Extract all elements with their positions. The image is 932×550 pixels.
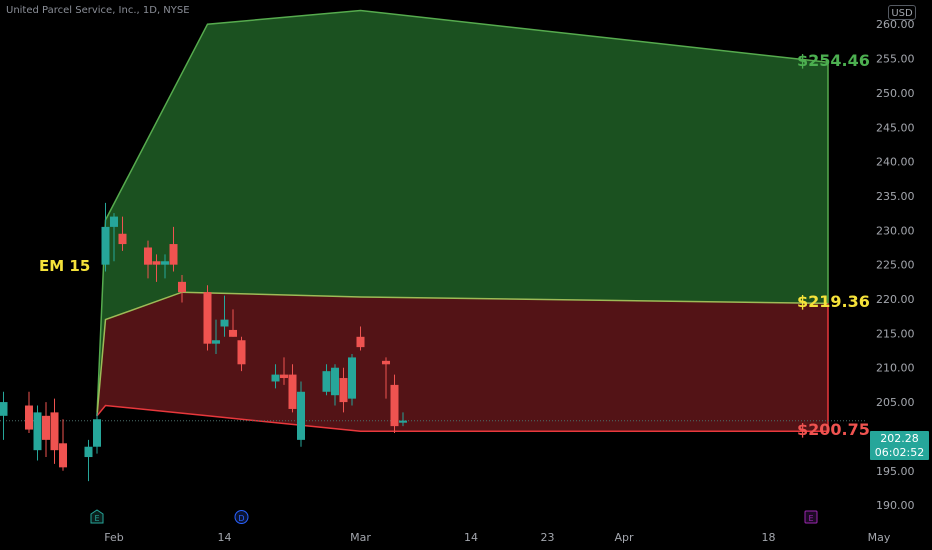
candle-body bbox=[50, 412, 59, 451]
time-tick-label: Feb bbox=[104, 531, 123, 544]
candle-body bbox=[271, 374, 280, 382]
earnings-marker bbox=[804, 510, 818, 524]
price-tick-label: 230.00 bbox=[876, 224, 915, 237]
candle-body bbox=[0, 402, 8, 416]
price-tick-label: 210.00 bbox=[876, 362, 915, 375]
candle-body bbox=[118, 233, 127, 245]
time-tick-label: May bbox=[868, 531, 891, 544]
candle-body bbox=[288, 374, 297, 409]
price-tick-label: 215.00 bbox=[876, 327, 915, 340]
price-tick-label: 220.00 bbox=[876, 293, 915, 306]
price-tick-label: 205.00 bbox=[876, 396, 915, 409]
lower-level-label: $200.75 bbox=[797, 420, 870, 440]
price-tick-label: 260.00 bbox=[876, 18, 915, 31]
dividend-marker bbox=[234, 510, 249, 524]
candle-body bbox=[59, 443, 67, 468]
candle-body bbox=[297, 391, 305, 440]
bar-countdown: 06:02:52 bbox=[874, 446, 925, 459]
time-tick-label: 14 bbox=[218, 531, 232, 544]
candle-body bbox=[178, 281, 186, 293]
earnings-marker bbox=[90, 509, 104, 524]
time-axis[interactable]: Feb 14 Mar 14 23 Apr 18 May bbox=[104, 531, 891, 544]
price-tick-label: 235.00 bbox=[876, 190, 915, 203]
price-tick-label: 190.00 bbox=[876, 499, 915, 512]
candle-body bbox=[220, 319, 229, 327]
lower-zone-line bbox=[96, 404, 828, 433]
symbol-title: United Parcel Service, Inc., 1D, NYSE bbox=[6, 5, 190, 16]
middle-level-label: $219.36 bbox=[797, 292, 870, 312]
candle-body bbox=[399, 420, 407, 423]
candle-body bbox=[348, 357, 356, 399]
candle-body bbox=[331, 367, 339, 396]
time-tick-label: 23 bbox=[541, 531, 555, 544]
candle-body bbox=[33, 412, 42, 451]
upper-zone-line bbox=[96, 9, 829, 416]
event-marker-letter: E bbox=[94, 514, 99, 523]
candle-body bbox=[169, 244, 178, 265]
price-tick-label: 250.00 bbox=[876, 87, 915, 100]
price-tick-label: 195.00 bbox=[876, 465, 915, 478]
currency-button[interactable]: USD bbox=[888, 5, 916, 20]
candle-body bbox=[101, 226, 110, 265]
candle-body bbox=[25, 405, 33, 430]
price-tick-label: 240.00 bbox=[876, 156, 915, 169]
candle-body bbox=[356, 336, 365, 348]
upper-level-label: $254.46 bbox=[797, 51, 870, 71]
candle-body bbox=[339, 378, 348, 403]
candle-body bbox=[280, 374, 288, 379]
em-label: EM 15 bbox=[39, 257, 91, 275]
candle-body bbox=[144, 247, 152, 265]
candlestick-series bbox=[0, 202, 407, 482]
candle-body bbox=[110, 216, 118, 227]
event-marker-letter: D bbox=[238, 514, 244, 523]
time-tick-label: 18 bbox=[762, 531, 776, 544]
candle-body bbox=[322, 371, 331, 392]
candle-body bbox=[152, 261, 161, 265]
expected-move-zones bbox=[96, 9, 829, 433]
candle-body bbox=[161, 261, 169, 265]
candle-body bbox=[382, 360, 390, 365]
upper-zone bbox=[97, 10, 828, 416]
candle-body bbox=[93, 419, 101, 447]
price-tick-label: 245.00 bbox=[876, 121, 915, 134]
event-marker-letter: E bbox=[808, 514, 813, 523]
candle-body bbox=[84, 446, 93, 458]
candle-body bbox=[42, 415, 50, 440]
price-tick-label: 255.00 bbox=[876, 53, 915, 66]
candle-body bbox=[390, 384, 399, 427]
price-tick-label: 225.00 bbox=[876, 259, 915, 272]
time-tick-label: Mar bbox=[350, 531, 371, 544]
lower-zone bbox=[97, 292, 828, 432]
candle-body bbox=[237, 340, 246, 365]
candle-body bbox=[229, 329, 237, 337]
time-tick-label: Apr bbox=[614, 531, 634, 544]
candle-body bbox=[212, 340, 220, 344]
time-tick-label: 14 bbox=[464, 531, 478, 544]
last-price-value: 202.28 bbox=[880, 432, 919, 445]
last-price-badge: 202.28 06:02:52 bbox=[870, 431, 929, 460]
candle-body bbox=[203, 292, 212, 344]
